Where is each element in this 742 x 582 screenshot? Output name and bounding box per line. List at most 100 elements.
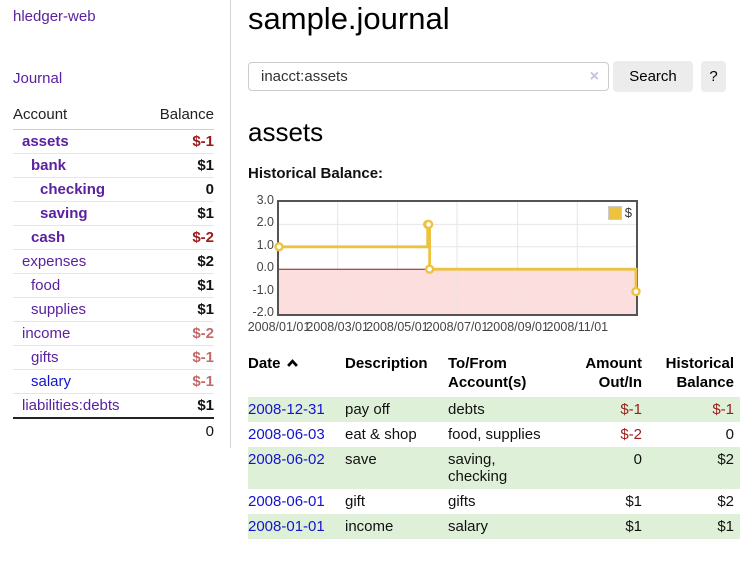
- historical-balance-label: Historical Balance:: [248, 165, 384, 182]
- sidebar-item-journal[interactable]: Journal: [13, 70, 63, 87]
- transaction-description: eat & shop: [345, 426, 417, 443]
- account-balance: $-2: [146, 321, 214, 346]
- transaction-date-link[interactable]: 2008-12-31: [248, 401, 325, 418]
- transaction-row[interactable]: 2008-06-03 eat & shop food, supplies $-2 0: [248, 422, 740, 447]
- page-title: sample.journal: [248, 1, 450, 36]
- y-axis-tick-label: 2.0: [256, 215, 274, 230]
- account-row: gifts $-1: [13, 345, 214, 370]
- accounts-total-value: 0: [146, 417, 214, 444]
- account-link[interactable]: expenses: [22, 253, 87, 270]
- x-axis-tick-label: 2008/05/01: [366, 320, 429, 334]
- accounts-header-row: Account Balance: [13, 102, 214, 130]
- account-balance: $-1: [146, 129, 214, 154]
- y-axis-tick-label: 0.0: [256, 260, 274, 275]
- account-row: bank $1: [13, 153, 214, 178]
- sort-ascending-icon: [286, 359, 298, 367]
- account-link[interactable]: salary: [31, 373, 72, 390]
- search-button[interactable]: Search: [613, 61, 693, 92]
- account-row: liabilities:debts $1: [13, 393, 214, 419]
- account-balance: $-2: [146, 225, 214, 250]
- accounts-table: Account Balance assets $-1 bank $1 checking 0…: [13, 102, 214, 444]
- y-axis-tick-label: 1.0: [256, 237, 274, 252]
- transaction-accounts: food, supplies: [448, 426, 541, 443]
- account-row: food $1: [13, 273, 214, 298]
- transaction-amount: $-1: [620, 401, 642, 418]
- y-axis-tick-label: -2.0: [252, 305, 274, 319]
- accounts-header-balance: Balance: [146, 102, 214, 130]
- register-header-row: Date Description To/From Account(s) Amou…: [248, 352, 740, 397]
- transaction-row[interactable]: 2008-01-01 income salary $1 $1: [248, 514, 740, 539]
- search-input[interactable]: [249, 63, 608, 90]
- transaction-row[interactable]: 2008-06-02 save saving, checking 0 $2: [248, 447, 740, 489]
- account-link[interactable]: bank: [31, 157, 67, 174]
- transaction-accounts: debts: [448, 401, 485, 418]
- x-axis-tick-label: 2008/09/01: [486, 320, 549, 334]
- app-brand-link[interactable]: hledger-web: [13, 8, 96, 25]
- accounts-header-account: Account: [13, 102, 147, 130]
- account-link[interactable]: gifts: [31, 349, 59, 366]
- transaction-accounts: salary: [448, 518, 489, 535]
- transaction-balance: $2: [717, 493, 734, 510]
- account-balance: $2: [146, 249, 214, 274]
- register-table-body: 2008-12-31 pay off debts $-1 $-1 2008-06-03 ea…: [248, 397, 740, 539]
- transaction-date-link[interactable]: 2008-06-03: [248, 426, 325, 443]
- account-heading: assets: [248, 117, 324, 147]
- transaction-amount: 0: [633, 451, 642, 468]
- register-header-balance: Historical Balance: [665, 355, 734, 391]
- help-button[interactable]: ?: [701, 61, 726, 92]
- register-header-amount: Amount Out/In: [585, 355, 642, 391]
- transaction-balance: $2: [717, 451, 734, 468]
- account-balance: $-1: [146, 345, 214, 370]
- account-balance: $1: [146, 153, 214, 178]
- balance-chart: $ 3.0 2.0 1.0 0.0 -1.0 -2.0 2008/01/01 2008/03/…: [247, 194, 742, 334]
- transaction-description: pay off: [345, 401, 390, 418]
- account-row: cash $-2: [13, 225, 214, 250]
- transaction-row[interactable]: 2008-06-01 gift gifts $1 $2: [248, 489, 740, 514]
- x-axis-tick-label: 2008/03/01: [306, 320, 369, 334]
- account-link[interactable]: income: [22, 325, 71, 342]
- account-link[interactable]: cash: [31, 229, 66, 246]
- transaction-description: income: [345, 518, 394, 535]
- account-link[interactable]: liabilities:debts: [22, 397, 120, 414]
- accounts-total-spacer: [13, 417, 147, 444]
- transaction-date-link[interactable]: 2008-06-01: [248, 493, 325, 510]
- clear-search-icon[interactable]: ×: [589, 68, 599, 85]
- transaction-balance: $-1: [712, 401, 734, 418]
- transaction-description: save: [345, 451, 377, 468]
- register-header-date[interactable]: Date: [248, 352, 345, 397]
- account-row: supplies $1: [13, 297, 214, 322]
- accounts-total-row: 0: [13, 417, 214, 444]
- account-balance: $-1: [146, 369, 214, 394]
- search-row: × Search ?: [248, 61, 742, 92]
- account-link[interactable]: assets: [22, 133, 69, 150]
- transaction-date-link[interactable]: 2008-06-02: [248, 451, 325, 468]
- legend-series-label: $: [624, 205, 632, 220]
- account-row: saving $1: [13, 201, 214, 226]
- account-link[interactable]: checking: [40, 181, 106, 198]
- register-header-date-label: Date: [248, 355, 281, 372]
- sidebar: hledger-web Journal Account Balance asse…: [0, 0, 231, 448]
- register-header-tofrom: To/From Account(s): [448, 355, 527, 391]
- transaction-amount: $1: [625, 493, 642, 510]
- account-balance: $1: [146, 393, 214, 419]
- x-axis-tick-label: 2008/01/01: [247, 320, 311, 334]
- chart-canvas: [274, 202, 641, 314]
- x-axis-tick-label: 2008/07/01: [425, 320, 489, 334]
- transaction-amount: $1: [625, 518, 642, 535]
- register-table: Date Description To/From Account(s) Amou…: [248, 352, 740, 539]
- account-row: assets $-1: [13, 129, 214, 154]
- account-row: income $-2: [13, 321, 214, 346]
- account-balance: $1: [146, 273, 214, 298]
- transaction-balance: 0: [725, 426, 734, 443]
- account-row: checking 0: [13, 177, 214, 202]
- account-link[interactable]: food: [31, 277, 61, 294]
- account-balance: 0: [146, 177, 214, 202]
- transaction-row[interactable]: 2008-12-31 pay off debts $-1 $-1: [248, 397, 740, 422]
- transaction-accounts: saving, checking: [448, 451, 508, 485]
- chart-plot-area: $: [274, 200, 641, 316]
- register-header-description: Description: [345, 355, 428, 372]
- transaction-date-link[interactable]: 2008-01-01: [248, 518, 325, 535]
- account-link[interactable]: saving: [40, 205, 88, 222]
- account-link[interactable]: supplies: [31, 301, 87, 318]
- accounts-table-body: assets $-1 bank $1 checking 0 saving $1 cash $-2 e…: [13, 129, 214, 419]
